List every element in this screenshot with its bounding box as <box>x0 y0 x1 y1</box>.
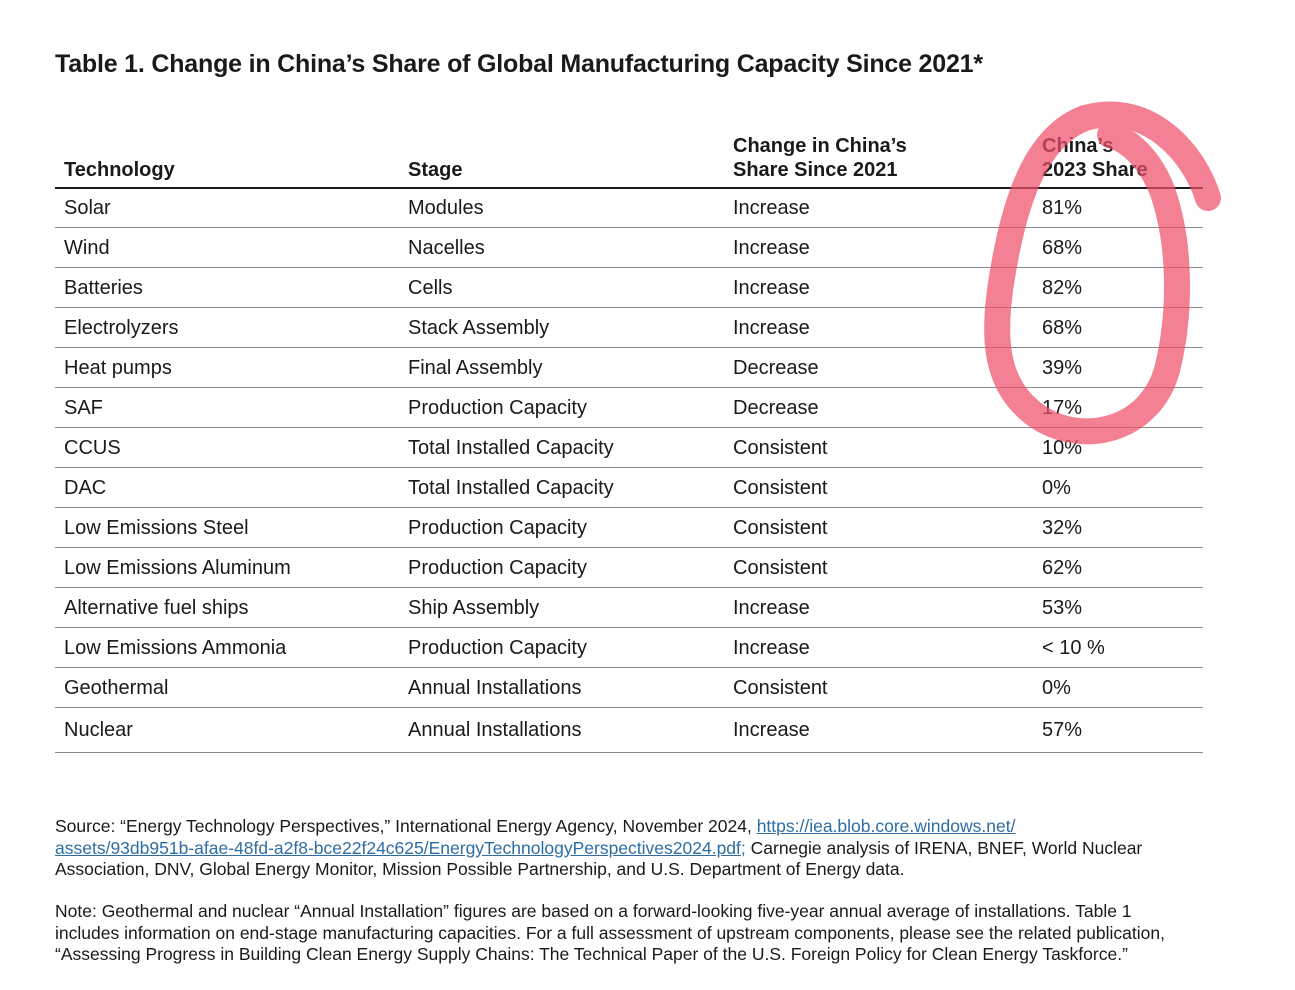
table-row: Electrolyzers Stack Assembly Increase 68% <box>55 307 1203 348</box>
cell-stage: Final Assembly <box>399 347 724 388</box>
capacity-table: Technology Stage Change in China’s Share … <box>55 130 1203 753</box>
cell-technology: CCUS <box>55 427 399 468</box>
cell-stage: Total Installed Capacity <box>399 467 724 508</box>
cell-share: 0% <box>1033 467 1203 508</box>
cell-stage: Annual Installations <box>399 667 724 708</box>
cell-change: Consistent <box>724 507 1033 548</box>
cell-share: 81% <box>1033 188 1203 228</box>
cell-share: 62% <box>1033 547 1203 588</box>
cell-technology: Wind <box>55 227 399 268</box>
cell-share: 68% <box>1033 227 1203 268</box>
cell-change: Decrease <box>724 347 1033 388</box>
table-row: Low Emissions Steel Production Capacity Co… <box>55 507 1203 548</box>
table-title: Table 1. Change in China’s Share of Glob… <box>55 50 983 78</box>
source-note: Source: “Energy Technology Perspectives,… <box>55 816 1165 881</box>
cell-share: 32% <box>1033 507 1203 548</box>
cell-stage: Production Capacity <box>399 507 724 548</box>
cell-share: 0% <box>1033 667 1203 708</box>
cell-technology: DAC <box>55 467 399 508</box>
cell-technology: SAF <box>55 387 399 428</box>
cell-change: Increase <box>724 627 1033 668</box>
cell-technology: Alternative fuel ships <box>55 587 399 628</box>
table-body: Solar Modules Increase 81% Wind Nacelles Incre… <box>55 188 1203 753</box>
cell-share: < 10 % <box>1033 627 1203 668</box>
cell-stage: Nacelles <box>399 227 724 268</box>
cell-change: Consistent <box>724 667 1033 708</box>
header-share: China’s 2023 Share <box>1033 130 1203 189</box>
cell-change: Consistent <box>724 427 1033 468</box>
cell-stage: Stack Assembly <box>399 307 724 348</box>
table-row: Low Emissions Ammonia Production Capacity… <box>55 627 1203 668</box>
cell-stage: Production Capacity <box>399 387 724 428</box>
cell-stage: Production Capacity <box>399 627 724 668</box>
cell-change: Increase <box>724 587 1033 628</box>
cell-share: 68% <box>1033 307 1203 348</box>
cell-change: Decrease <box>724 387 1033 428</box>
source-suffix: Carnegie analysis of IRENA, BNEF, World … <box>55 837 1143 880</box>
cell-technology: Solar <box>55 188 399 228</box>
cell-change: Consistent <box>724 467 1033 508</box>
source-prefix: Source: “Energy Technology Perspectives,… <box>55 816 757 836</box>
table-row: CCUS Total Installed Capacity Consistent 10… <box>55 427 1203 468</box>
footnote: Note: Geothermal and nuclear “Annual Ins… <box>55 901 1165 964</box>
cell-technology: Heat pumps <box>55 347 399 388</box>
cell-stage: Modules <box>399 188 724 228</box>
cell-stage: Production Capacity <box>399 547 724 588</box>
cell-share: 17% <box>1033 387 1203 428</box>
cell-share: 57% <box>1033 707 1203 753</box>
table-row: Batteries Cells Increase 82% <box>55 267 1203 308</box>
source-link[interactable]: https://iea.blob.core.windows.net/assets… <box>55 816 1016 858</box>
cell-share: 53% <box>1033 587 1203 628</box>
cell-technology: Batteries <box>55 267 399 308</box>
table-row: Nuclear Annual Installations Increase 57% <box>55 707 1203 753</box>
header-stage: Stage <box>399 130 724 189</box>
table-row: Heat pumps Final Assembly Decrease 39% <box>55 347 1203 388</box>
table-row: SAF Production Capacity Decrease 17% <box>55 387 1203 428</box>
table-row: Low Emissions Aluminum Production Capacit… <box>55 547 1203 588</box>
cell-technology: Low Emissions Aluminum <box>55 547 399 588</box>
cell-technology: Low Emissions Steel <box>55 507 399 548</box>
cell-stage: Total Installed Capacity <box>399 427 724 468</box>
cell-change: Increase <box>724 188 1033 228</box>
table-row: Wind Nacelles Increase 68% <box>55 227 1203 268</box>
cell-stage: Annual Installations <box>399 707 724 753</box>
header-technology: Technology <box>55 130 399 189</box>
cell-technology: Nuclear <box>55 707 399 753</box>
cell-change: Increase <box>724 227 1033 268</box>
table-header-row: Technology Stage Change in China’s Share … <box>55 130 1203 189</box>
cell-change: Consistent <box>724 547 1033 588</box>
cell-stage: Cells <box>399 267 724 308</box>
cell-change: Increase <box>724 267 1033 308</box>
cell-change: Increase <box>724 707 1033 753</box>
cell-change: Increase <box>724 307 1033 348</box>
header-change: Change in China’s Share Since 2021 <box>724 130 1033 189</box>
table-row: Alternative fuel ships Ship Assembly Incre… <box>55 587 1203 628</box>
table-row: Solar Modules Increase 81% <box>55 188 1203 228</box>
cell-share: 82% <box>1033 267 1203 308</box>
cell-technology: Low Emissions Ammonia <box>55 627 399 668</box>
cell-stage: Ship Assembly <box>399 587 724 628</box>
table-row: DAC Total Installed Capacity Consistent 0% <box>55 467 1203 508</box>
cell-technology: Geothermal <box>55 667 399 708</box>
cell-share: 39% <box>1033 347 1203 388</box>
cell-technology: Electrolyzers <box>55 307 399 348</box>
table-row: Geothermal Annual Installations Consistent… <box>55 667 1203 708</box>
cell-share: 10% <box>1033 427 1203 468</box>
